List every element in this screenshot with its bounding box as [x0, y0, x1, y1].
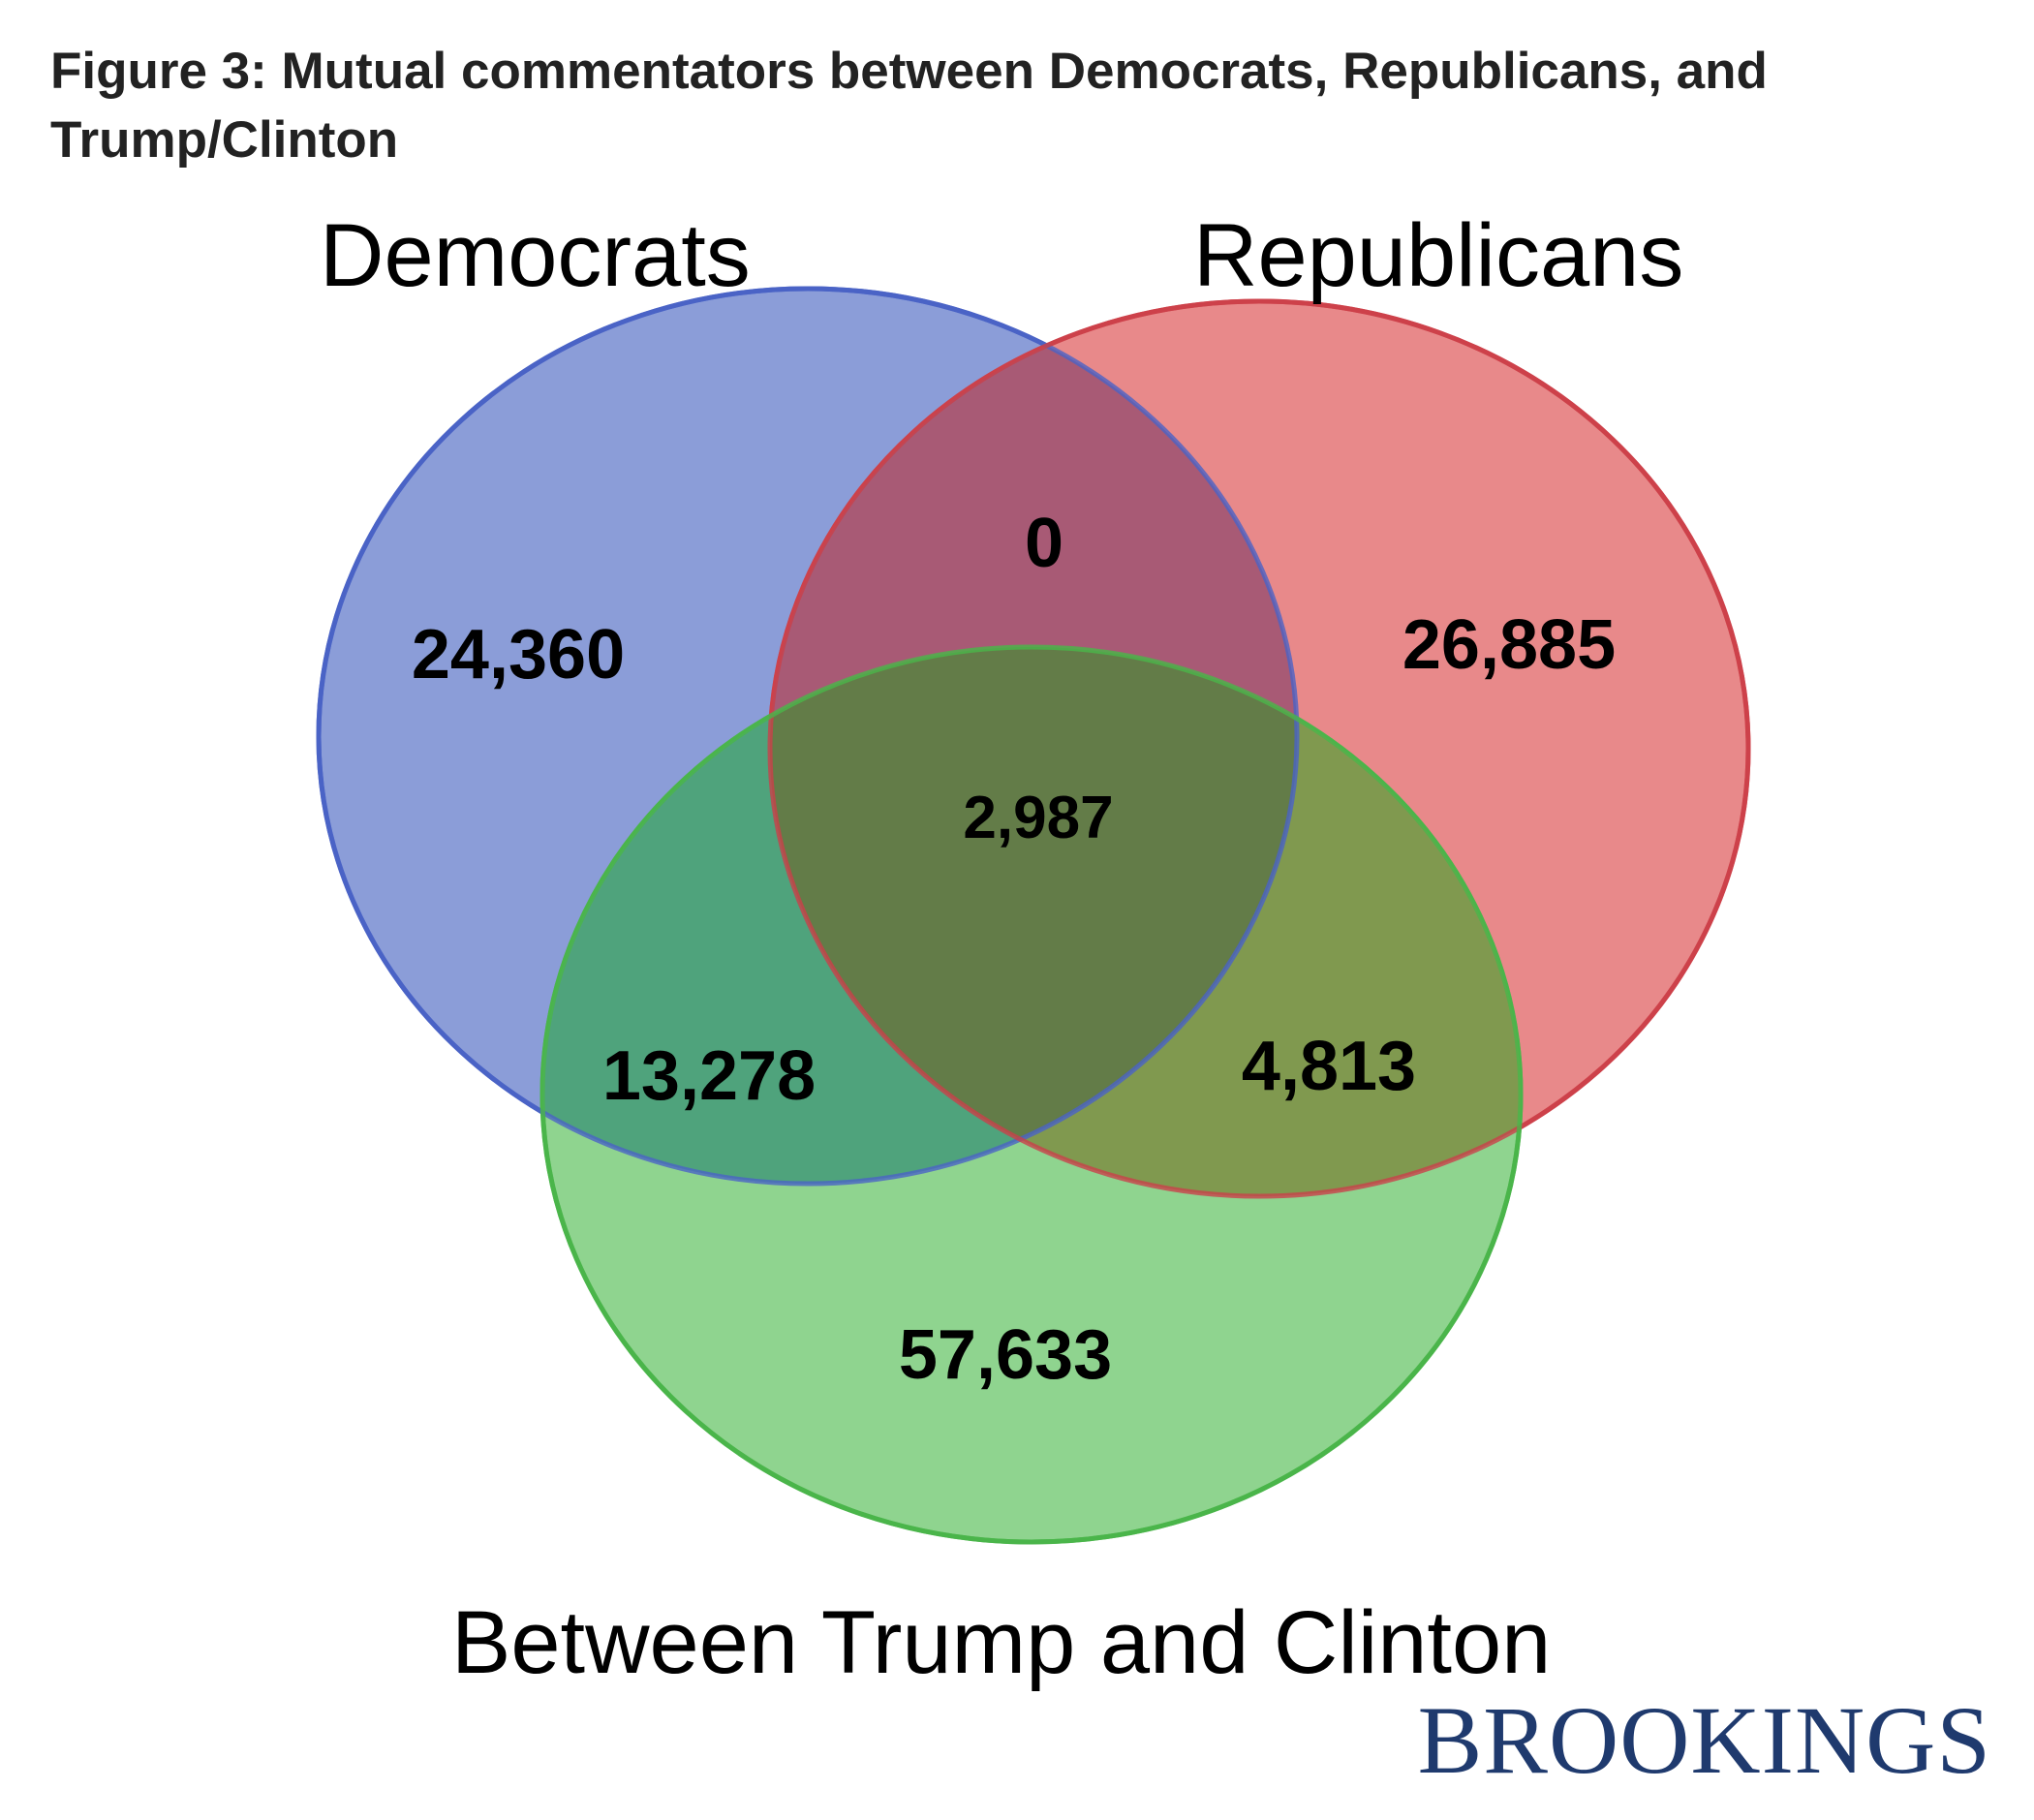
trump-clinton-label: Between Trump and Clinton — [451, 1593, 1551, 1692]
trump-clinton-only-value: 57,633 — [899, 1316, 1112, 1394]
figure-title: Figure 3: Mutual commentators between De… — [50, 37, 1988, 174]
figure-title-line-2: Trump/Clinton — [50, 111, 399, 169]
democrats-trump-clinton-value: 13,278 — [602, 1037, 816, 1115]
democrats-only-value: 24,360 — [412, 616, 625, 694]
republicans-only-value: 26,885 — [1402, 606, 1616, 684]
republicans-outline — [767, 298, 1751, 1199]
republicans-trump-clinton-value: 4,813 — [1242, 1028, 1416, 1105]
trump-clinton-outline — [539, 644, 1524, 1545]
democrats-republicans-value: 0 — [1025, 505, 1063, 582]
figure-title-line-1: Figure 3: Mutual commentators between De… — [50, 43, 1768, 100]
democrats-label: Democrats — [320, 206, 751, 305]
republicans-label: Republicans — [1193, 206, 1683, 305]
brookings-logo: BROOKINGS — [1418, 1686, 1991, 1794]
all-three-value: 2,987 — [963, 785, 1113, 851]
democrats-outline — [316, 286, 1300, 1187]
